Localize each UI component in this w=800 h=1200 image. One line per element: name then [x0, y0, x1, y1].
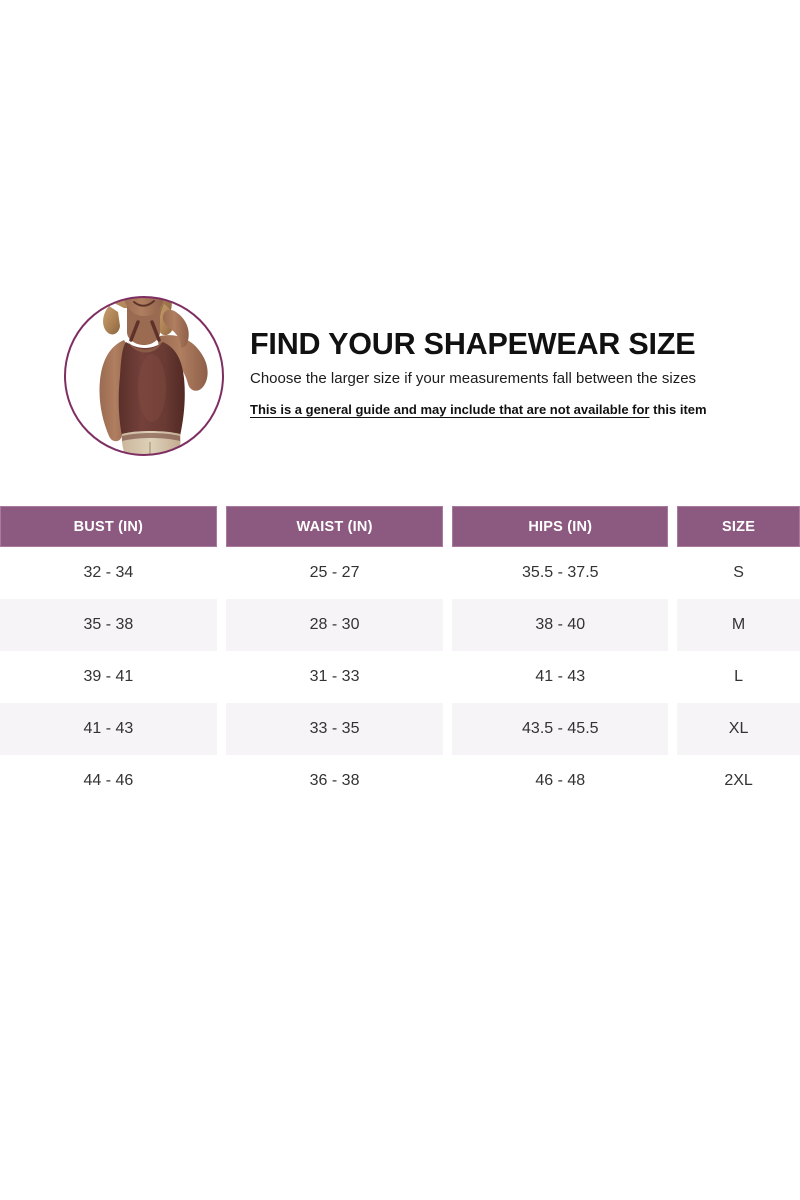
cell-hips: 46 - 48 — [452, 755, 669, 807]
column-gap — [216, 755, 226, 807]
disclaimer-tail-text: this item — [649, 401, 707, 417]
column-gap — [443, 547, 453, 599]
cell-waist: 33 - 35 — [225, 703, 444, 755]
cell-waist: 31 - 33 — [225, 651, 444, 703]
column-gap — [443, 599, 453, 651]
cell-bust: 44 - 46 — [0, 755, 217, 807]
cell-hips: 43.5 - 45.5 — [452, 703, 669, 755]
size-chart-table: BUST (IN) WAIST (IN) HIPS (IN) SIZE 32 -… — [0, 506, 800, 807]
cell-size: S — [677, 547, 800, 599]
column-gap — [668, 506, 678, 547]
column-gap — [216, 547, 226, 599]
shapewear-model-photo — [64, 296, 228, 460]
size-guide-text-block: FIND YOUR SHAPEWEAR SIZE Choose the larg… — [250, 328, 790, 418]
column-gap — [443, 651, 453, 703]
cell-waist: 36 - 38 — [225, 755, 444, 807]
column-gap — [443, 755, 453, 807]
column-gap — [443, 506, 453, 547]
column-gap — [668, 651, 678, 703]
column-header-bust: BUST (IN) — [0, 506, 217, 547]
column-header-size: SIZE — [677, 506, 800, 547]
product-photo-container — [64, 296, 228, 460]
cell-bust: 35 - 38 — [0, 599, 217, 651]
cell-hips: 41 - 43 — [452, 651, 669, 703]
column-header-hips: HIPS (IN) — [452, 506, 669, 547]
column-gap — [443, 703, 453, 755]
cell-waist: 25 - 27 — [225, 547, 444, 599]
table-row: 35 - 38 28 - 30 38 - 40 M — [0, 599, 800, 651]
column-gap — [668, 703, 678, 755]
cell-hips: 38 - 40 — [452, 599, 669, 651]
size-guide-disclaimer: This is a general guide and may include … — [250, 402, 790, 418]
column-gap — [668, 547, 678, 599]
cell-hips: 35.5 - 37.5 — [452, 547, 669, 599]
column-gap — [216, 703, 226, 755]
table-row: 41 - 43 33 - 35 43.5 - 45.5 XL — [0, 703, 800, 755]
column-header-waist: WAIST (IN) — [225, 506, 444, 547]
cell-size: M — [677, 599, 800, 651]
column-gap — [216, 651, 226, 703]
cell-size: L — [677, 651, 800, 703]
cell-size: XL — [677, 703, 800, 755]
cell-size: 2XL — [677, 755, 800, 807]
column-gap — [668, 599, 678, 651]
table-row: 44 - 46 36 - 38 46 - 48 2XL — [0, 755, 800, 807]
table-row: 32 - 34 25 - 27 35.5 - 37.5 S — [0, 547, 800, 599]
table-header-row: BUST (IN) WAIST (IN) HIPS (IN) SIZE — [0, 506, 800, 547]
cell-bust: 32 - 34 — [0, 547, 217, 599]
cell-bust: 39 - 41 — [0, 651, 217, 703]
page-title: FIND YOUR SHAPEWEAR SIZE — [250, 327, 696, 361]
table-row: 39 - 41 31 - 33 41 - 43 L — [0, 651, 800, 703]
cell-waist: 28 - 30 — [225, 599, 444, 651]
column-gap — [216, 506, 226, 547]
disclaimer-underlined-text: This is a general guide and may include … — [250, 401, 650, 417]
cell-bust: 41 - 43 — [0, 703, 217, 755]
column-gap — [668, 755, 678, 807]
column-gap — [216, 599, 226, 651]
size-guide-subtitle: Choose the larger size if your measureme… — [250, 369, 697, 387]
size-guide-header: FIND YOUR SHAPEWEAR SIZE Choose the larg… — [0, 296, 800, 486]
